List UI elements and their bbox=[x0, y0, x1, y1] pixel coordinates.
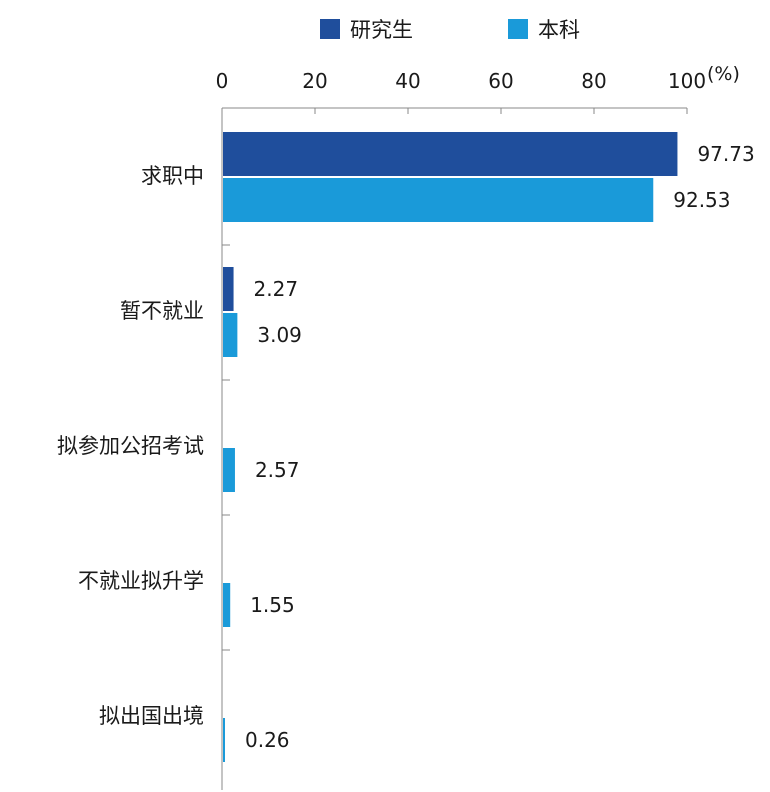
x-axis-ticks: 0 20 40 60 80 100 bbox=[216, 69, 706, 114]
data-label-1-1: 3.09 bbox=[257, 323, 302, 347]
bar-1-0 bbox=[223, 178, 654, 222]
data-label-1-2: 2.57 bbox=[255, 458, 300, 482]
bars bbox=[223, 132, 678, 762]
legend-label-0: 研究生 bbox=[350, 18, 413, 42]
bar-1-2 bbox=[223, 448, 235, 492]
data-label-0-0: 97.73 bbox=[697, 142, 754, 166]
data-label-1-4: 0.26 bbox=[245, 728, 290, 752]
legend-swatch-0 bbox=[320, 19, 340, 39]
x-tick-label-0: 0 bbox=[216, 69, 229, 93]
bar-1-3 bbox=[223, 583, 231, 627]
x-tick-label-60: 60 bbox=[488, 69, 513, 93]
x-tick-label-20: 20 bbox=[302, 69, 327, 93]
bar-0-0 bbox=[223, 132, 678, 176]
category-label-暂不就业: 暂不就业 bbox=[120, 299, 204, 323]
category-label-拟出国出境: 拟出国出境 bbox=[99, 704, 204, 728]
bar-0-1 bbox=[223, 267, 234, 311]
axes bbox=[221, 107, 687, 790]
data-label-1-3: 1.55 bbox=[250, 593, 295, 617]
legend-label-1: 本科 bbox=[538, 18, 580, 42]
data-label-0-1: 2.27 bbox=[254, 277, 299, 301]
x-tick-label-80: 80 bbox=[581, 69, 606, 93]
category-label-拟参加公招考试: 拟参加公招考试 bbox=[57, 434, 204, 458]
category-label-求职中: 求职中 bbox=[141, 164, 204, 188]
data-label-1-0: 92.53 bbox=[673, 188, 730, 212]
legend: 研究生 本科 bbox=[320, 18, 580, 42]
data-labels: 97.73 92.53 2.27 3.09 2.57 1.55 0.26 bbox=[245, 142, 755, 752]
x-tick-label-100: 100 bbox=[668, 69, 706, 93]
category-label-不就业拟升学: 不就业拟升学 bbox=[78, 569, 204, 593]
x-axis-unit: (%) bbox=[707, 63, 740, 85]
bar-1-1 bbox=[223, 313, 238, 357]
bar-1-4 bbox=[223, 718, 225, 762]
legend-swatch-1 bbox=[508, 19, 528, 39]
x-tick-label-40: 40 bbox=[395, 69, 420, 93]
